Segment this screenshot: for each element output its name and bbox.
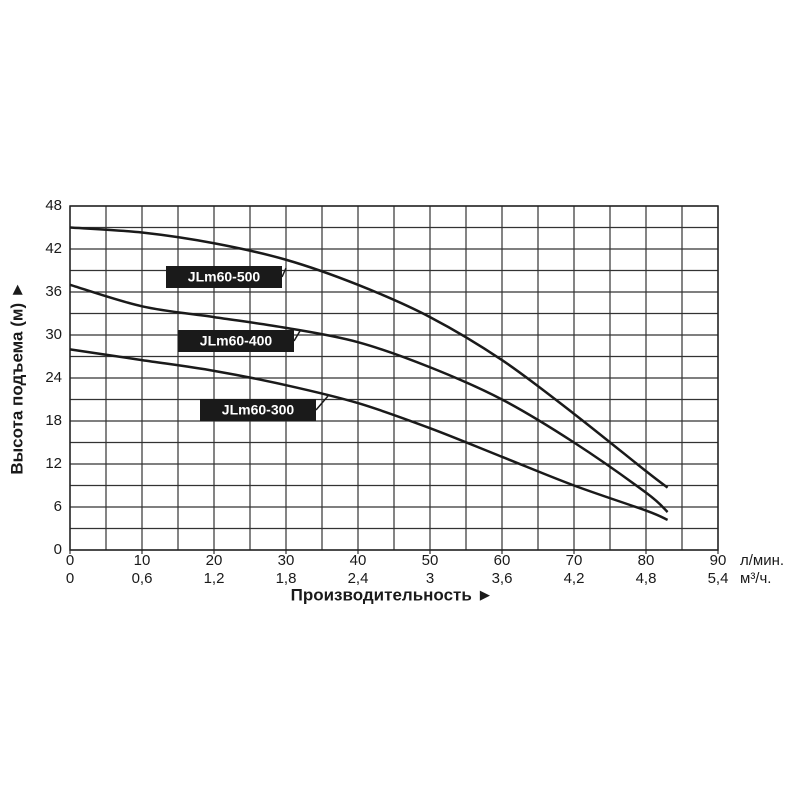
curve	[69, 226, 669, 489]
y-tick-label: 6	[54, 498, 62, 515]
label-connector	[293, 330, 301, 342]
series-label-box	[178, 330, 294, 352]
label-connector	[315, 395, 329, 411]
x-tick-label: 30	[278, 552, 295, 569]
y-tick-label: 18	[45, 412, 62, 429]
y-tick-label: 24	[45, 369, 62, 386]
x-tick-label: 40	[350, 552, 367, 569]
x-tick-label: 60	[494, 552, 511, 569]
y-tick-label: 30	[45, 326, 62, 343]
x-axis-label: Производительность ►	[291, 585, 494, 604]
x-tick-label: 70	[566, 552, 583, 569]
x-tick-label: 10	[134, 552, 151, 569]
x-tick-label: 90	[710, 552, 727, 569]
series-label-box	[166, 266, 282, 288]
x2-tick-label: 3	[426, 570, 434, 587]
series-label: JLm60-500	[188, 269, 261, 285]
x-unit: л/мин.	[740, 552, 784, 569]
y-tick-label: 42	[45, 240, 62, 257]
x2-tick-label: 0	[66, 570, 74, 587]
y-axis-label: Высота подъема (м) ►	[7, 281, 26, 474]
x-tick-label: 50	[422, 552, 439, 569]
x2-tick-label: 1,2	[204, 570, 225, 587]
curve	[69, 348, 669, 522]
y-tick-label: 0	[54, 541, 62, 558]
y-tick-label: 48	[45, 197, 62, 214]
x-tick-label: 0	[66, 552, 74, 569]
curve	[69, 283, 669, 513]
x2-tick-label: 2,4	[348, 570, 369, 587]
label-connector	[281, 267, 287, 278]
x2-tick-label: 0,6	[132, 570, 153, 587]
series-label-box	[200, 399, 316, 421]
series-label: JLm60-300	[222, 402, 295, 418]
series-label: JLm60-400	[200, 333, 273, 349]
y-tick-label: 12	[45, 455, 62, 472]
x2-tick-label: 3,6	[492, 570, 513, 587]
x2-unit: м³/ч.	[740, 570, 771, 587]
x-tick-label: 80	[638, 552, 655, 569]
x2-tick-label: 5,4	[708, 570, 729, 587]
x-tick-label: 20	[206, 552, 223, 569]
plot-border	[69, 205, 719, 551]
x2-tick-label: 4,2	[564, 570, 585, 587]
x2-tick-label: 4,8	[636, 570, 657, 587]
y-tick-label: 36	[45, 283, 62, 300]
x2-tick-label: 1,8	[276, 570, 297, 587]
